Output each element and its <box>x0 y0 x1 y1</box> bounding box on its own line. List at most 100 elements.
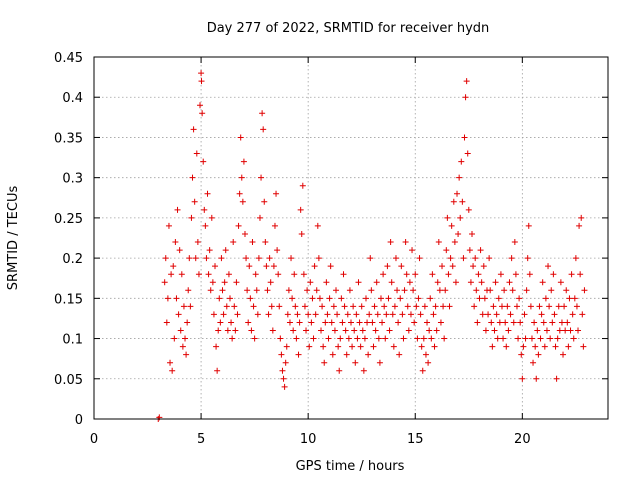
data-point <box>190 126 197 133</box>
data-point <box>322 319 329 326</box>
data-point <box>570 335 577 342</box>
data-point <box>351 327 358 334</box>
data-point <box>340 271 347 278</box>
y-tick-label: 0.2 <box>62 252 83 267</box>
plot-frame <box>93 56 609 420</box>
data-point <box>560 351 567 358</box>
data-point <box>403 271 410 278</box>
data-point <box>524 255 531 262</box>
data-point <box>471 303 478 310</box>
data-point <box>178 271 185 278</box>
data-point <box>215 327 222 334</box>
data-point <box>173 295 180 302</box>
data-point <box>473 287 480 294</box>
data-point <box>422 351 429 358</box>
data-point <box>294 311 301 318</box>
data-point <box>266 255 273 262</box>
data-point <box>212 263 219 270</box>
data-point <box>433 327 440 334</box>
data-point <box>346 287 353 294</box>
data-point <box>169 367 176 374</box>
data-point <box>202 222 209 229</box>
data-point <box>380 271 387 278</box>
data-point <box>243 255 250 262</box>
data-point <box>441 335 448 342</box>
data-point <box>539 279 546 286</box>
data-point <box>546 303 553 310</box>
data-point <box>269 327 276 334</box>
data-point <box>362 295 369 302</box>
data-point <box>222 247 229 254</box>
data-point <box>262 239 269 246</box>
data-point <box>247 295 254 302</box>
data-point <box>469 230 476 237</box>
data-point <box>410 287 417 294</box>
data-point <box>301 303 308 310</box>
y-tick-label: 0.1 <box>62 333 83 348</box>
data-point <box>280 375 287 382</box>
data-point <box>516 295 523 302</box>
data-point <box>204 190 211 197</box>
data-point <box>239 198 246 205</box>
data-point <box>526 271 533 278</box>
data-point <box>353 311 360 318</box>
x-axis-label: GPS time / hours <box>296 459 405 474</box>
data-point <box>518 351 525 358</box>
data-point <box>472 255 479 262</box>
data-point <box>540 319 547 326</box>
y-tick-label: 0.3 <box>62 172 83 187</box>
data-point <box>329 351 336 358</box>
data-point <box>335 343 342 350</box>
data-point <box>213 343 220 350</box>
data-point <box>487 287 494 294</box>
data-point <box>435 239 442 246</box>
data-point <box>497 271 504 278</box>
data-point <box>261 198 268 205</box>
data-point <box>485 311 492 318</box>
data-point <box>396 351 403 358</box>
data-point <box>573 303 580 310</box>
data-point <box>564 319 571 326</box>
data-point <box>307 279 314 286</box>
data-point <box>208 214 215 221</box>
data-point <box>445 271 452 278</box>
data-point <box>400 335 407 342</box>
data-point <box>414 335 421 342</box>
data-point <box>555 303 562 310</box>
data-point <box>398 263 405 270</box>
data-point <box>161 279 168 286</box>
data-point <box>389 311 396 318</box>
data-point <box>579 311 586 318</box>
data-point <box>327 263 334 270</box>
data-point <box>177 327 184 334</box>
data-point <box>359 327 366 334</box>
data-point <box>498 303 505 310</box>
data-point <box>379 319 386 326</box>
data-point <box>299 182 306 189</box>
data-point <box>417 311 424 318</box>
data-point <box>551 311 558 318</box>
data-point <box>283 343 290 350</box>
data-point <box>168 271 175 278</box>
data-point <box>286 319 293 326</box>
data-point <box>384 263 391 270</box>
data-point <box>274 247 281 254</box>
data-point <box>461 134 468 141</box>
data-point <box>521 311 528 318</box>
data-point <box>217 319 224 326</box>
y-tick-label: 0.45 <box>54 51 83 66</box>
data-point <box>162 255 169 262</box>
data-point <box>375 335 382 342</box>
data-point <box>295 351 302 358</box>
data-point <box>188 214 195 221</box>
data-point <box>279 367 286 374</box>
data-point <box>450 198 457 205</box>
data-point <box>259 110 266 117</box>
data-point <box>519 375 526 382</box>
data-point <box>206 247 213 254</box>
data-point <box>377 295 384 302</box>
data-point <box>416 255 423 262</box>
data-point <box>367 255 374 262</box>
data-point <box>550 271 557 278</box>
data-point <box>415 295 422 302</box>
